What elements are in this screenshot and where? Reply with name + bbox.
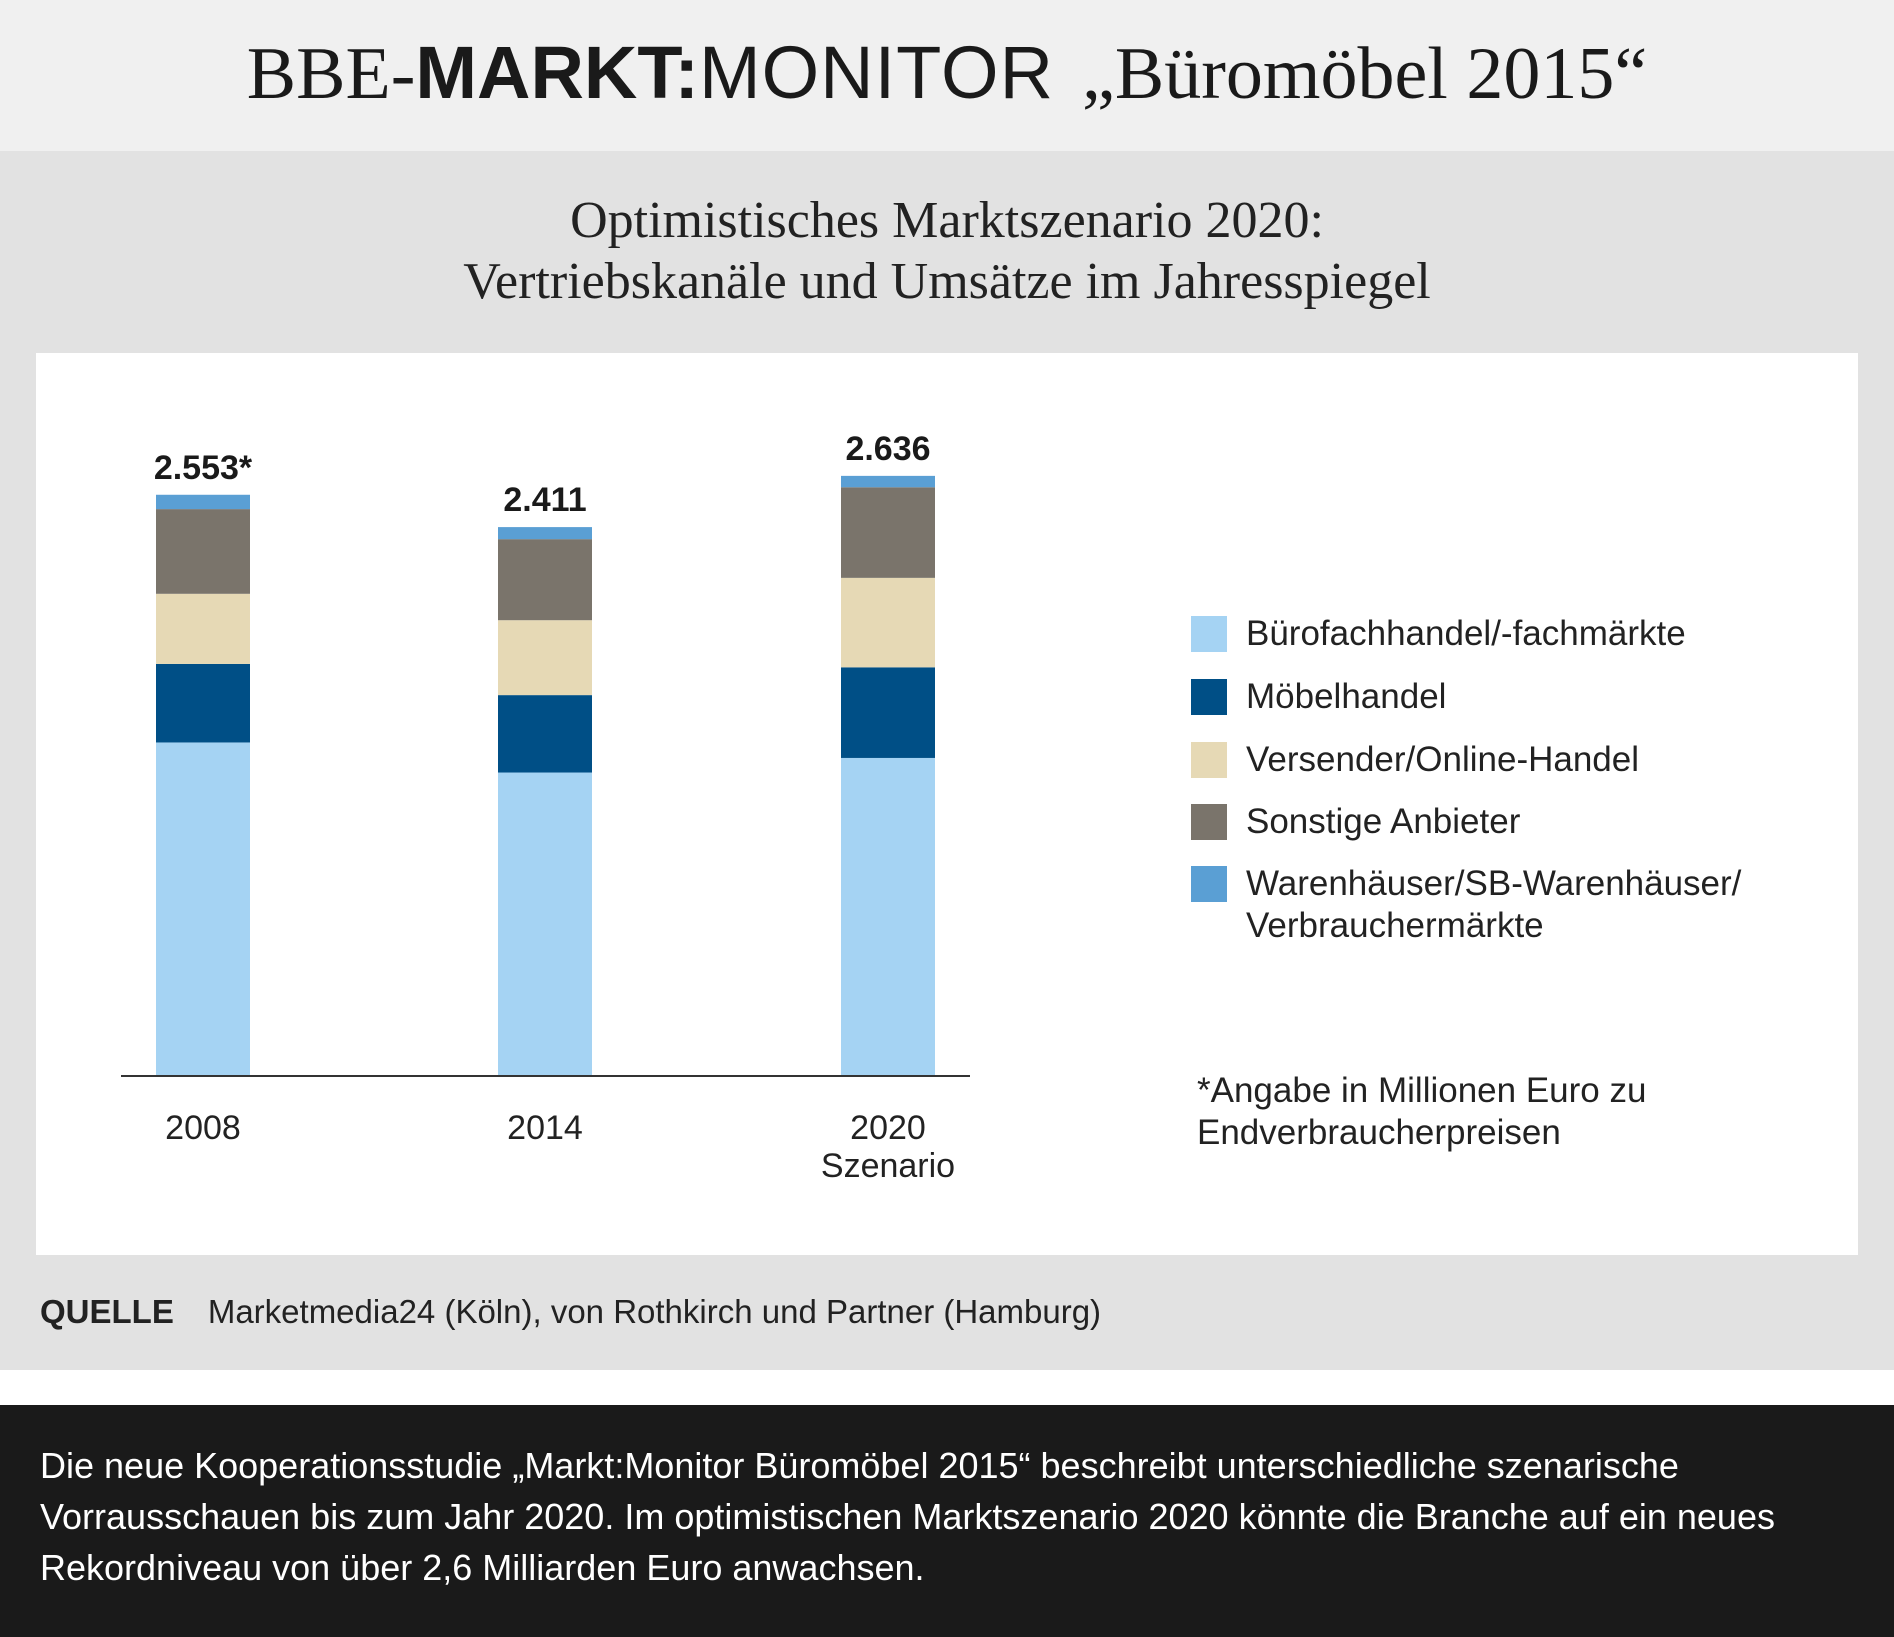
x-tick-label: 2020 Szenario [820,1109,956,1185]
header-part: MONITOR [698,31,1055,114]
legend-swatch [1191,616,1227,652]
header-part: „Büromöbel 2015“ [1082,33,1648,115]
header-part: BBE- [246,33,416,115]
description: Die neue Kooperationsstudie „Markt:Monit… [40,1445,1775,1588]
bar-segment [841,757,935,1076]
bar-segment [156,663,250,743]
chart-box [36,353,1858,1255]
bar-segment [841,577,935,668]
legend-label: Warenhäuser/SB-Warenhäuser/ Verbraucherm… [1246,864,1742,945]
bar-segment [498,772,592,1076]
bar-segment [841,475,935,488]
total-label: 2.553* [153,448,253,487]
total-label: 2.636 [845,429,931,468]
bar-segment [841,667,935,758]
legend-label: Möbelhandel [1246,677,1447,716]
bar-segment [156,509,250,594]
legend-label: Bürofachhandel/-fachmärkte [1246,614,1686,653]
x-tick-label: 2008 [165,1109,241,1147]
header-part: MARKT: [415,31,699,114]
note: *Angabe in Millionen Euro zu Endverbrauc… [1197,1071,1647,1152]
legend-swatch [1191,742,1227,778]
source-text: Marketmedia24 (Köln), von Rothkirch und … [207,1293,1102,1330]
bar-segment [841,487,935,578]
bar-segment [498,620,592,696]
bar-segment [498,695,592,773]
legend-label: Versender/Online-Handel [1246,740,1640,779]
bar-segment [498,539,592,621]
x-tick-label: 2014 [507,1109,583,1147]
bar-segment [498,527,592,540]
header-title: BBE-MARKT:MONITOR „Büromöbel 2015“ [0,28,1894,119]
legend-swatch [1191,866,1227,902]
chart-subtitle: Vertriebskanäle und Umsätze im Jahresspi… [463,253,1431,310]
source: QUELLE Marketmedia24 (Köln), von Rothkirc… [40,1290,1101,1334]
description-bar [0,1405,1894,1637]
bar-segment [156,593,250,664]
bar-segment [156,742,250,1076]
legend-swatch [1191,804,1227,840]
header-bar [0,0,1894,151]
legend-swatch [1191,679,1227,715]
total-label: 2.411 [503,481,587,520]
bar-segment [156,494,250,510]
chart-title: Optimistisches Marktszenario 2020: [570,192,1324,249]
source-label: QUELLE [40,1293,174,1330]
legend-label: Sonstige Anbieter [1246,802,1521,841]
